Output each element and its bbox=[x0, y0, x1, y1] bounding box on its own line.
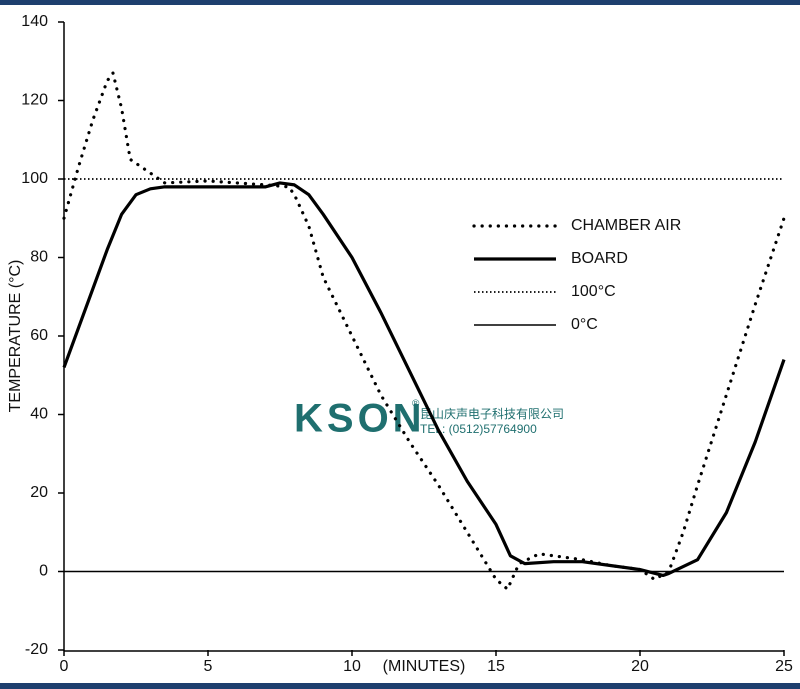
y-tick-label: 140 bbox=[21, 13, 48, 30]
y-tick-label: 0 bbox=[39, 563, 48, 580]
x-tick-label: 5 bbox=[204, 658, 213, 675]
legend-label: 100°C bbox=[571, 283, 616, 300]
legend-label: BOARD bbox=[571, 250, 628, 267]
x-tick-label: 10 bbox=[343, 658, 361, 675]
top-bar bbox=[0, 0, 800, 5]
x-tick-label: 15 bbox=[487, 658, 505, 675]
y-axis-label: TEMPERATURE (°C) bbox=[7, 260, 24, 413]
y-tick-label: -20 bbox=[25, 641, 48, 658]
legend-label: CHAMBER AIR bbox=[571, 217, 681, 234]
legend-label: 0°C bbox=[571, 316, 598, 333]
x-tick-label: 0 bbox=[60, 658, 69, 675]
y-tick-label: 20 bbox=[30, 484, 48, 501]
y-tick-label: 80 bbox=[30, 249, 48, 266]
x-axis-label: (MINUTES) bbox=[383, 658, 466, 675]
y-tick-label: 120 bbox=[21, 92, 48, 109]
watermark-company: 昆山庆声电子科技有限公司 bbox=[420, 407, 564, 421]
watermark-mark: ® bbox=[412, 399, 420, 410]
watermark-logo: KSON bbox=[294, 397, 426, 441]
y-tick-label: 100 bbox=[21, 170, 48, 187]
y-tick-label: 40 bbox=[30, 406, 48, 423]
series-line bbox=[62, 181, 786, 578]
x-tick-label: 20 bbox=[631, 658, 649, 675]
bottom-bar bbox=[0, 683, 800, 689]
y-tick-label: 60 bbox=[30, 327, 48, 344]
series-line bbox=[62, 69, 786, 592]
watermark-phone: TEL: (0512)57764900 bbox=[420, 422, 537, 436]
x-tick-label: 25 bbox=[775, 658, 793, 675]
